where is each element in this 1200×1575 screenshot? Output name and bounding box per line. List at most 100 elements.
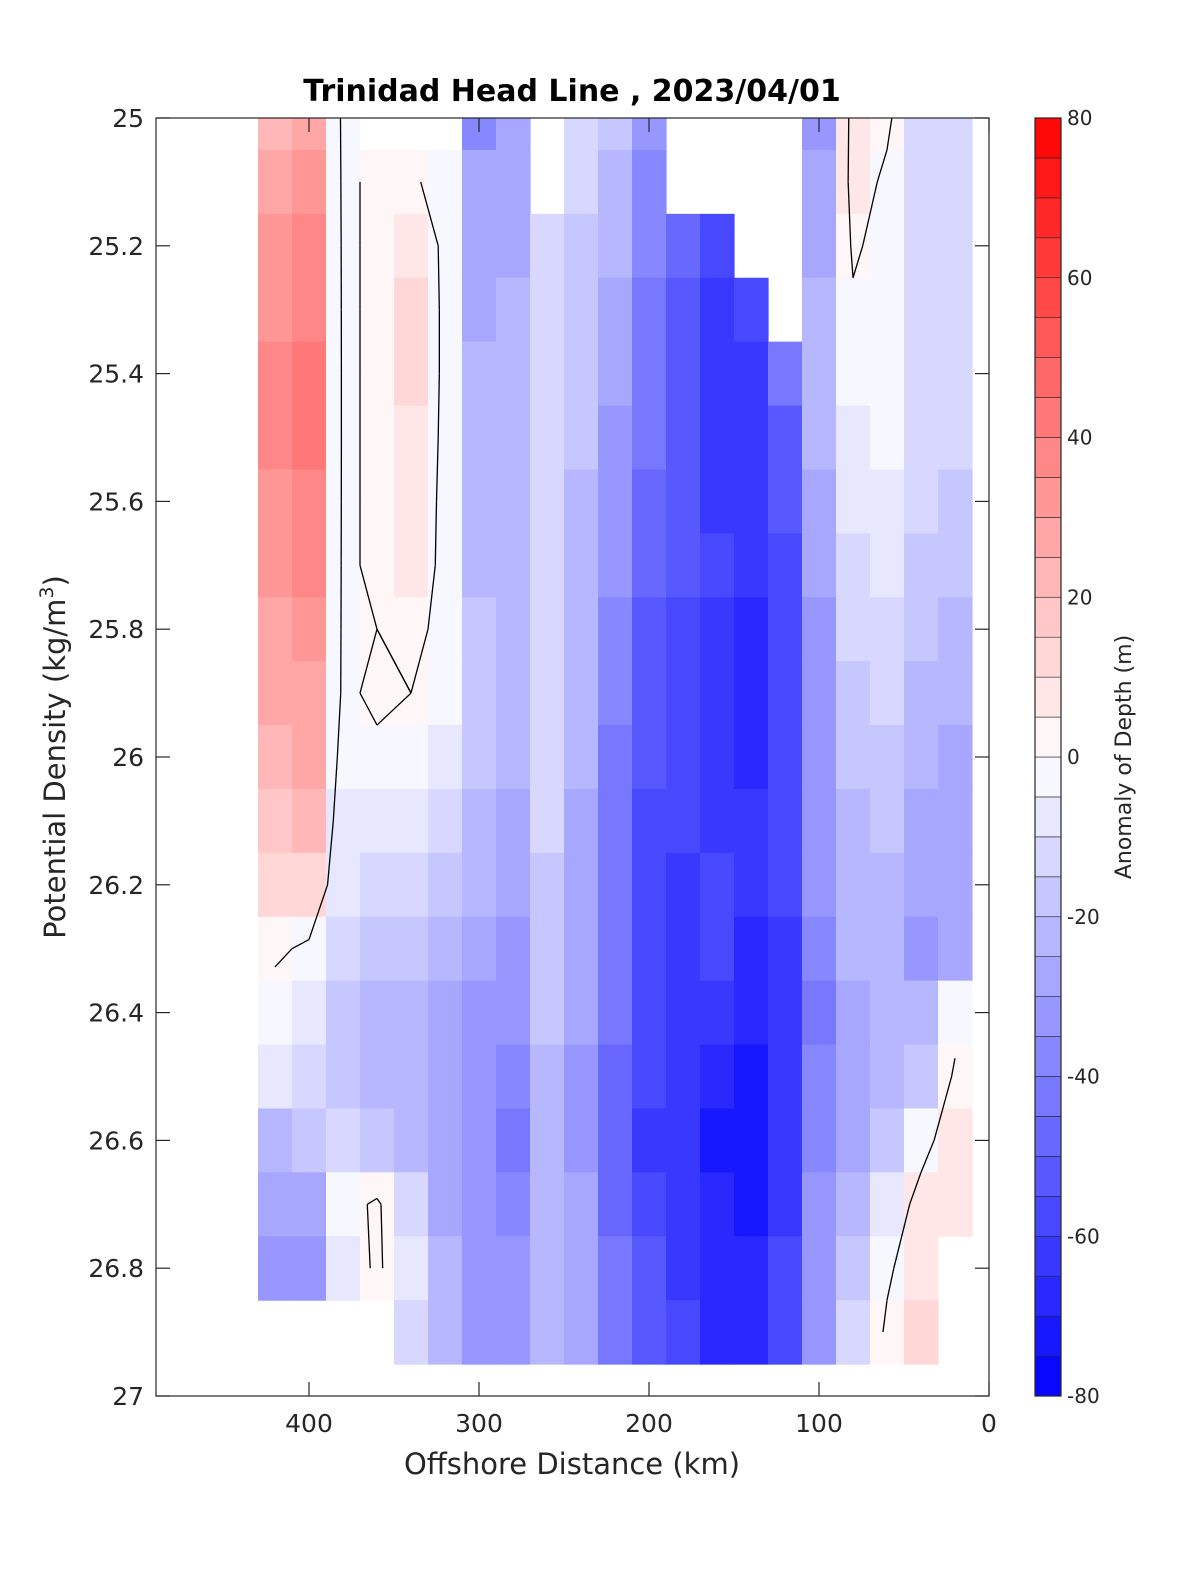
colorbar-band bbox=[1034, 716, 1062, 758]
heatmap-cell bbox=[802, 852, 837, 918]
zero-contour-segment bbox=[437, 245, 440, 310]
heatmap-cell bbox=[802, 405, 837, 471]
heatmap-cell bbox=[938, 980, 973, 1046]
heatmap-cell bbox=[836, 1044, 871, 1110]
heatmap-cell bbox=[700, 788, 735, 854]
heatmap-cell bbox=[904, 1108, 939, 1173]
heatmap-cell bbox=[870, 597, 905, 662]
heatmap-cell bbox=[904, 149, 939, 215]
colorbar-tick-label: -40 bbox=[1067, 1065, 1100, 1089]
heatmap-cell bbox=[632, 1108, 667, 1173]
heatmap-cell bbox=[870, 1172, 905, 1237]
heatmap-cell bbox=[904, 1236, 939, 1301]
heatmap-cell bbox=[496, 1108, 531, 1173]
y-tick-label: 25.6 bbox=[88, 487, 144, 516]
heatmap-cell bbox=[598, 1300, 633, 1365]
heatmap-cell bbox=[292, 916, 327, 982]
heatmap-cell bbox=[666, 597, 701, 662]
heatmap-cell bbox=[326, 405, 361, 471]
colorbar-band bbox=[1034, 596, 1062, 638]
zero-contour-segment bbox=[427, 565, 436, 630]
heatmap-cell bbox=[666, 341, 701, 407]
heatmap-cell bbox=[802, 1044, 837, 1110]
heatmap-cell bbox=[836, 597, 871, 662]
heatmap-cell bbox=[734, 341, 769, 407]
heatmap-cell bbox=[904, 1300, 939, 1365]
heatmap-cell bbox=[428, 1236, 463, 1301]
heatmap-cell bbox=[564, 788, 599, 854]
heatmap-cell bbox=[768, 469, 803, 534]
heatmap-cell bbox=[904, 852, 939, 918]
heatmap-cell bbox=[360, 916, 395, 982]
heatmap-cell bbox=[394, 1108, 429, 1173]
heatmap-cell bbox=[598, 1108, 633, 1173]
heatmap-cell bbox=[734, 725, 769, 790]
heatmap-cell bbox=[666, 277, 701, 343]
heatmap-cell bbox=[904, 533, 939, 598]
heatmap-cell bbox=[326, 469, 361, 534]
colorbar-band bbox=[1034, 437, 1062, 478]
heatmap-cell bbox=[836, 277, 871, 343]
heatmap-cell bbox=[768, 1300, 803, 1365]
heatmap-cell bbox=[462, 277, 497, 343]
heatmap-cell bbox=[258, 788, 293, 854]
x-tick-label: 300 bbox=[455, 1409, 503, 1438]
heatmap-cell bbox=[700, 1108, 735, 1173]
colorbar-tick-label: -60 bbox=[1067, 1224, 1100, 1248]
heatmap-cell bbox=[292, 149, 327, 215]
heatmap-cell bbox=[462, 469, 497, 534]
heatmap-cell bbox=[258, 277, 293, 343]
heatmap-cell bbox=[700, 725, 735, 790]
zero-contour-segment bbox=[380, 1204, 384, 1269]
heatmap-cell bbox=[258, 1172, 293, 1237]
y-tick-label: 25.2 bbox=[88, 232, 144, 261]
heatmap-cell bbox=[598, 597, 633, 662]
heatmap-cell bbox=[292, 1108, 327, 1173]
zero-contour-segment bbox=[852, 245, 864, 278]
heatmap-cell bbox=[938, 661, 973, 726]
heatmap-cell bbox=[428, 1300, 463, 1365]
heatmap-cell bbox=[258, 916, 293, 982]
zero-contour-segment bbox=[359, 629, 378, 694]
heatmap-cell bbox=[700, 1300, 735, 1365]
heatmap-cell bbox=[802, 788, 837, 854]
heatmap-cell bbox=[802, 725, 837, 790]
heatmap-cell bbox=[326, 597, 361, 662]
heatmap-cell bbox=[496, 405, 531, 471]
heatmap-cell bbox=[564, 725, 599, 790]
heatmap-cell bbox=[632, 277, 667, 343]
heatmap-cell bbox=[258, 149, 293, 215]
heatmap-cell bbox=[496, 1172, 531, 1237]
heatmap-cell bbox=[394, 213, 429, 279]
heatmap-cell bbox=[836, 405, 871, 471]
heatmap-cell bbox=[598, 661, 633, 726]
heatmap-cell bbox=[598, 852, 633, 918]
heatmap-cell bbox=[700, 1172, 735, 1237]
heatmap-cell bbox=[564, 916, 599, 982]
heatmap-cell bbox=[700, 661, 735, 726]
heatmap-cell bbox=[768, 597, 803, 662]
colorbar-band bbox=[1034, 1036, 1062, 1077]
heatmap-cell bbox=[802, 1300, 837, 1365]
heatmap-cell bbox=[564, 1044, 599, 1110]
zero-contour-segment bbox=[893, 1204, 911, 1269]
heatmap-cell bbox=[768, 852, 803, 918]
heatmap-cell bbox=[836, 852, 871, 918]
heatmap-cell bbox=[836, 118, 871, 151]
heatmap-cell bbox=[462, 916, 497, 982]
heatmap-cell bbox=[462, 852, 497, 918]
heatmap-cells bbox=[258, 118, 973, 1365]
colorbar-tick-label: 40 bbox=[1067, 426, 1092, 450]
heatmap-cell bbox=[904, 916, 939, 982]
heatmap-cell bbox=[360, 1108, 395, 1173]
heatmap-cell bbox=[326, 341, 361, 407]
heatmap-cell bbox=[768, 1172, 803, 1237]
heatmap-cell bbox=[292, 277, 327, 343]
heatmap-cell bbox=[428, 788, 463, 854]
heatmap-cell bbox=[632, 1236, 667, 1301]
colorbar-band bbox=[1034, 1315, 1062, 1357]
heatmap-cell bbox=[598, 1236, 633, 1301]
heatmap-cell bbox=[360, 533, 395, 598]
zero-contour-segment bbox=[886, 118, 893, 151]
heatmap-cell bbox=[598, 980, 633, 1046]
